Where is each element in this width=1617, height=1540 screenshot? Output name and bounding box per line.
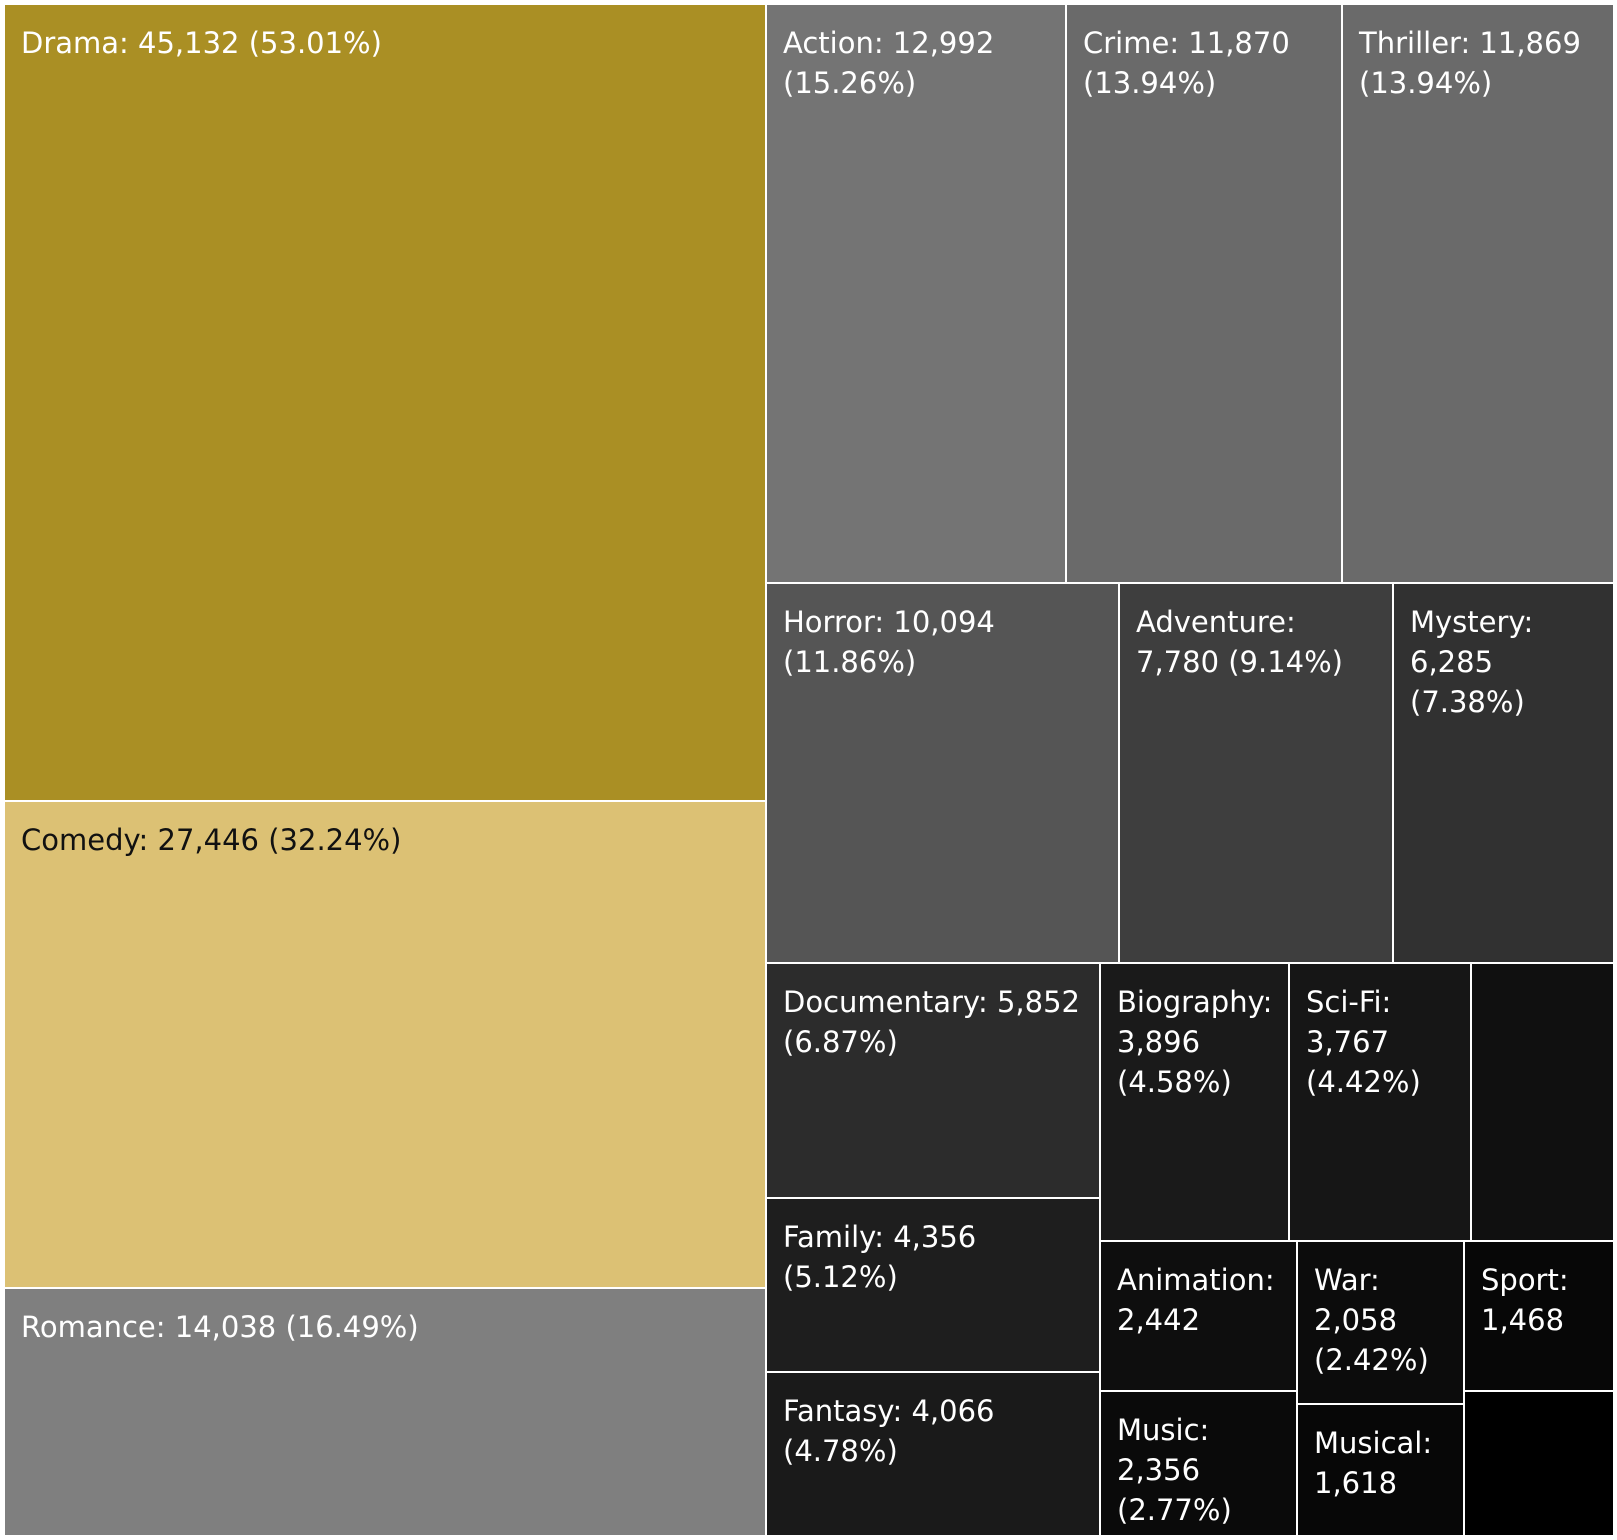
treemap-label-family: Family: 4,356 (5.12%) [783,1220,977,1294]
treemap-label-war: War: 2,058 (2.42%) [1314,1263,1429,1377]
treemap-label-mystery: Mystery: 6,285 (7.38%) [1410,605,1534,719]
treemap-tile-action[interactable]: Action: 12,992 (15.26%) [767,5,1065,582]
treemap-tile-adventure[interactable]: Adventure: 7,780 (9.14%) [1120,584,1392,962]
treemap-tile-comedy[interactable]: Comedy: 27,446 (32.24%) [5,802,765,1287]
treemap-tile-romance[interactable]: Romance: 14,038 (16.49%) [5,1289,765,1535]
treemap-tile-drama[interactable]: Drama: 45,132 (53.01%) [5,5,765,800]
treemap-tile-fantasy[interactable]: Fantasy: 4,066 (4.78%) [767,1373,1099,1535]
treemap-tile-thriller[interactable]: Thriller: 11,869 (13.94%) [1343,5,1613,582]
treemap-label-thriller: Thriller: 11,869 (13.94%) [1359,26,1581,100]
treemap-label-drama: Drama: 45,132 (53.01%) [21,26,382,60]
treemap-tile-musical[interactable]: Musical: 1,618 [1298,1405,1463,1535]
treemap-tile-crime[interactable]: Crime: 11,870 (13.94%) [1067,5,1341,582]
treemap-label-romance: Romance: 14,038 (16.49%) [21,1310,419,1344]
treemap-label-music: Music: 2,356 (2.77%) [1117,1413,1232,1527]
treemap-tile-music[interactable]: Music: 2,356 (2.77%) [1101,1392,1296,1535]
treemap-tile-family[interactable]: Family: 4,356 (5.12%) [767,1199,1099,1371]
treemap-label-sport: Sport: 1,468 [1481,1263,1569,1337]
treemap-tile-biography[interactable]: Biography: 3,896 (4.58%) [1101,964,1288,1240]
treemap-label-action: Action: 12,992 (15.26%) [783,26,995,100]
treemap-label-sci-fi: Sci-Fi: 3,767 (4.42%) [1306,985,1421,1099]
treemap-label-crime: Crime: 11,870 (13.94%) [1083,26,1290,100]
treemap-label-musical: Musical: 1,618 [1314,1426,1433,1500]
treemap-label-horror: Horror: 10,094 (11.86%) [783,605,995,679]
treemap-tile-sci-fi[interactable]: Sci-Fi: 3,767 (4.42%) [1290,964,1470,1240]
treemap-tile-mystery[interactable]: Mystery: 6,285 (7.38%) [1394,584,1613,962]
treemap-label-documentary: Documentary: 5,852 (6.87%) [783,985,1080,1059]
treemap-tile-animation[interactable]: Animation: 2,442 [1101,1242,1296,1390]
treemap-label-comedy: Comedy: 27,446 (32.24%) [21,823,402,857]
treemap-tile-unlabeled-14[interactable] [1472,964,1613,1240]
treemap-tile-war[interactable]: War: 2,058 (2.42%) [1298,1242,1463,1403]
treemap-label-fantasy: Fantasy: 4,066 (4.78%) [783,1394,995,1468]
treemap-label-adventure: Adventure: 7,780 (9.14%) [1136,605,1343,679]
treemap-label-animation: Animation: 2,442 [1117,1263,1275,1337]
treemap-tile-documentary[interactable]: Documentary: 5,852 (6.87%) [767,964,1099,1197]
treemap-tile-horror[interactable]: Horror: 10,094 (11.86%) [767,584,1118,962]
treemap-label-biography: Biography: 3,896 (4.58%) [1117,985,1273,1099]
treemap-tile-sport[interactable]: Sport: 1,468 [1465,1242,1613,1390]
treemap-tile-unlabeled-20[interactable] [1465,1392,1613,1535]
